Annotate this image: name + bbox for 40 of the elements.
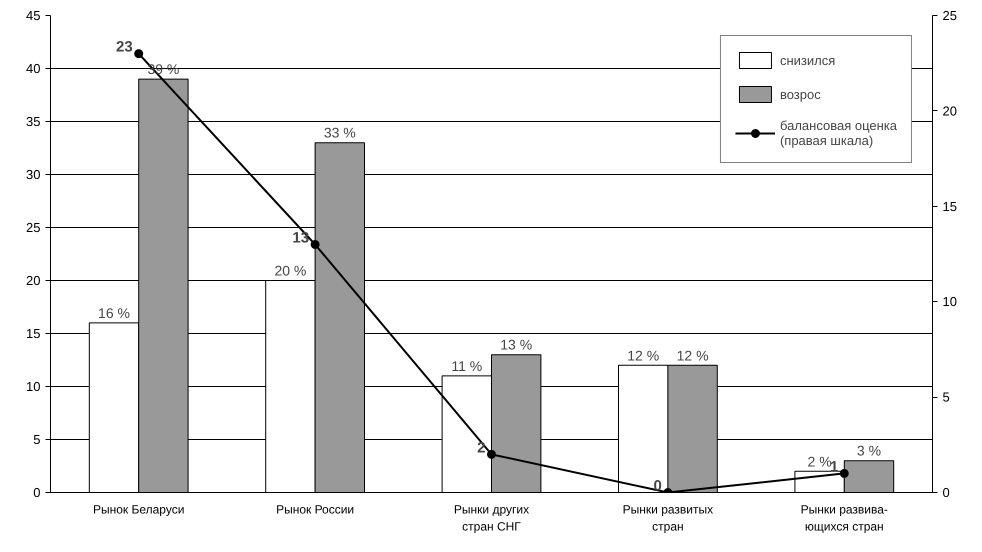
y-tick-label: 15 <box>26 326 41 341</box>
x-tick-label: Рынки других стран СНГ <box>454 502 530 534</box>
data-label: 20 % <box>274 262 306 278</box>
y2-tick-label: 0 <box>942 485 950 500</box>
legend-label: снизился <box>780 52 836 68</box>
x-tick-label: Рынок России <box>276 502 354 516</box>
y2-tick-label: 10 <box>942 294 957 310</box>
data-label: 2 % <box>808 453 832 470</box>
data-label: 16 % <box>98 304 130 321</box>
y-tick-label: 40 <box>26 61 41 76</box>
x-tick-label: Рынки развива- ющихся стран <box>800 502 888 534</box>
y-tick-label: 25 <box>26 220 41 235</box>
data-label: 3 % <box>856 442 882 459</box>
point <box>487 450 496 459</box>
data-label: 12 % <box>627 347 660 364</box>
legend-label: возрос <box>780 86 821 102</box>
data-label: 11 % <box>451 358 482 374</box>
y-tick-label: 0 <box>33 485 41 500</box>
y2-tick-label: 20 <box>942 103 957 118</box>
y-tick-label: 20 <box>26 273 41 288</box>
legend-label: балансовая оценка (правая шкала) <box>780 118 897 148</box>
data-label: 23 <box>116 38 133 56</box>
data-label: 13 <box>292 229 310 246</box>
x-tick-label: Рынок Беларуси <box>92 502 184 516</box>
y2-tick-label: 25 <box>942 8 957 23</box>
data-label: 2 <box>477 439 486 456</box>
point <box>310 240 320 249</box>
data-label: 13 % <box>500 336 532 353</box>
y-tick-label: 30 <box>26 167 41 182</box>
y-tick-label: 45 <box>26 8 41 23</box>
data-label: 12 % <box>676 347 709 364</box>
y2-tick-label: 5 <box>942 390 950 405</box>
y-tick-label: 5 <box>33 432 41 447</box>
y-tick-label: 35 <box>26 114 41 129</box>
data-label: 33 % <box>324 124 356 141</box>
point <box>840 468 849 478</box>
y-tick-label: 10 <box>26 379 41 394</box>
point <box>134 49 144 58</box>
y2-tick-label: 15 <box>942 198 957 214</box>
x-tick-label: Рынки развитых стран <box>622 502 714 534</box>
